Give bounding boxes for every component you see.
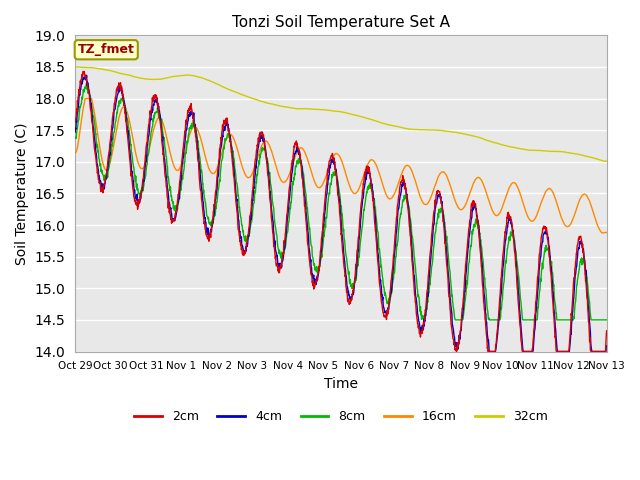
Legend: 2cm, 4cm, 8cm, 16cm, 32cm: 2cm, 4cm, 8cm, 16cm, 32cm <box>129 405 552 428</box>
Title: Tonzi Soil Temperature Set A: Tonzi Soil Temperature Set A <box>232 15 450 30</box>
Text: TZ_fmet: TZ_fmet <box>78 43 134 56</box>
Y-axis label: Soil Temperature (C): Soil Temperature (C) <box>15 122 29 264</box>
X-axis label: Time: Time <box>324 377 358 391</box>
